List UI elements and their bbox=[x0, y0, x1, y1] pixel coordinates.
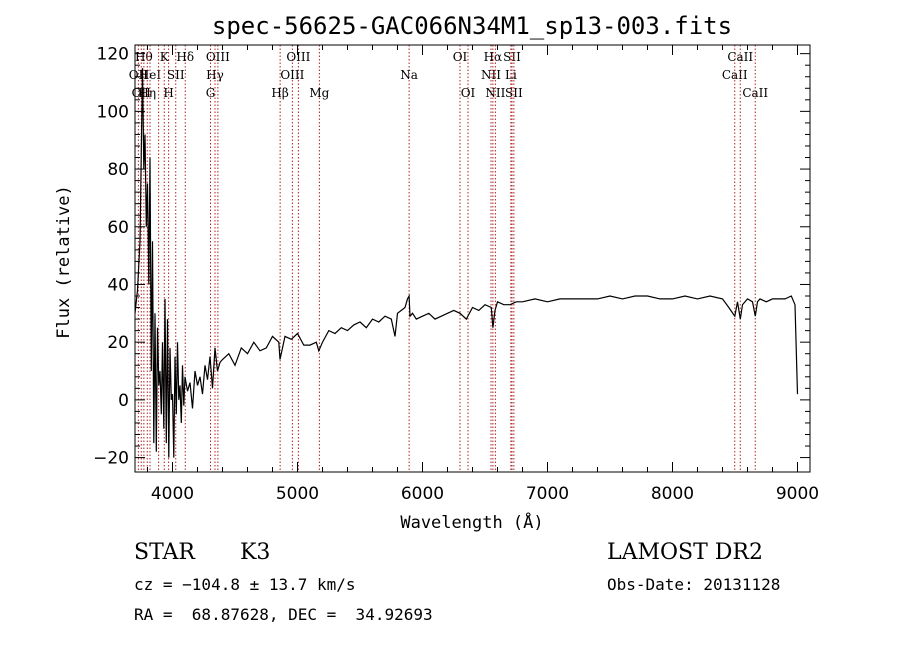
line-marker-label: CaII bbox=[727, 50, 753, 64]
x-tick-label: 4000 bbox=[151, 484, 194, 504]
x-axis-label: Wavelength (Å) bbox=[400, 511, 543, 533]
y-tick-label: 120 bbox=[97, 45, 129, 65]
line-marker-label: Li bbox=[505, 68, 517, 82]
line-marker-label: OI bbox=[453, 50, 468, 64]
line-marker-label: SII bbox=[167, 68, 185, 82]
y-tick-label: 100 bbox=[97, 102, 129, 122]
line-marker-label: K bbox=[160, 50, 170, 64]
y-tick-label: −20 bbox=[93, 449, 129, 469]
line-marker-label: Hβ bbox=[271, 86, 288, 100]
line-marker-label: OIII bbox=[286, 50, 310, 64]
spectral-subclass: K3 bbox=[240, 540, 271, 565]
line-marker-label: CaII bbox=[722, 68, 748, 82]
x-tick-label: 8000 bbox=[651, 484, 694, 504]
line-marker-label: Hγ bbox=[206, 68, 224, 82]
plot-frame bbox=[134, 44, 811, 473]
line-marker-label: Mg bbox=[309, 86, 329, 100]
x-tick-label: 9000 bbox=[776, 484, 819, 504]
spectrum-series bbox=[134, 68, 799, 458]
line-markers: OIIOIIHθHηHeIKHSIIHδGHγOIIIHβOIIIOIIIMgN… bbox=[129, 45, 768, 472]
line-marker-label: Hα bbox=[484, 50, 503, 64]
line-marker-label: OII bbox=[132, 86, 152, 100]
line-marker-label: OI bbox=[461, 86, 476, 100]
line-marker-label: CaII bbox=[742, 86, 768, 100]
chart-title: spec-56625-GAC066N34M1_sp13-003.fits bbox=[212, 12, 732, 40]
y-axis: −20 0 20 40 60 80 100 120 bbox=[93, 45, 810, 469]
y-tick-label: 80 bbox=[107, 160, 129, 180]
redshift-velocity: cz = −104.8 ± 13.7 km/s bbox=[134, 575, 356, 594]
line-marker-label: HeI bbox=[139, 68, 162, 82]
observation-date: Obs-Date: 20131128 bbox=[607, 575, 781, 594]
line-marker-label: NII bbox=[485, 86, 505, 100]
line-marker-label: SII bbox=[503, 50, 521, 64]
y-tick-label: 60 bbox=[107, 218, 129, 238]
line-marker-label: Na bbox=[400, 68, 418, 82]
spectrum-line bbox=[134, 68, 799, 458]
y-tick-label: 20 bbox=[107, 333, 129, 353]
line-marker-label: OIII bbox=[280, 68, 304, 82]
y-tick-label: 40 bbox=[107, 275, 129, 295]
line-marker-label: H bbox=[163, 86, 173, 100]
line-marker-label: Hδ bbox=[176, 50, 194, 64]
x-axis: 4000 5000 6000 7000 8000 9000 bbox=[147, 45, 819, 504]
object-class: STAR bbox=[134, 540, 195, 565]
line-marker-label: G bbox=[206, 86, 216, 100]
line-marker-label: Hη bbox=[138, 86, 156, 100]
x-tick-label: 7000 bbox=[526, 484, 569, 504]
x-tick-label: 5000 bbox=[276, 484, 319, 504]
y-tick-label: 0 bbox=[118, 391, 129, 411]
x-tick-label: 6000 bbox=[401, 484, 444, 504]
y-axis-label: Flux (relative) bbox=[54, 185, 74, 339]
line-marker-label: OII bbox=[129, 68, 149, 82]
line-marker-label: SII bbox=[505, 86, 523, 100]
ra-dec-coordinates: RA = 68.87628, DEC = 34.92693 bbox=[134, 605, 433, 624]
line-marker-label: OIII bbox=[206, 50, 230, 64]
survey-name: LAMOST DR2 bbox=[607, 540, 763, 565]
line-marker-label: NII bbox=[481, 68, 501, 82]
